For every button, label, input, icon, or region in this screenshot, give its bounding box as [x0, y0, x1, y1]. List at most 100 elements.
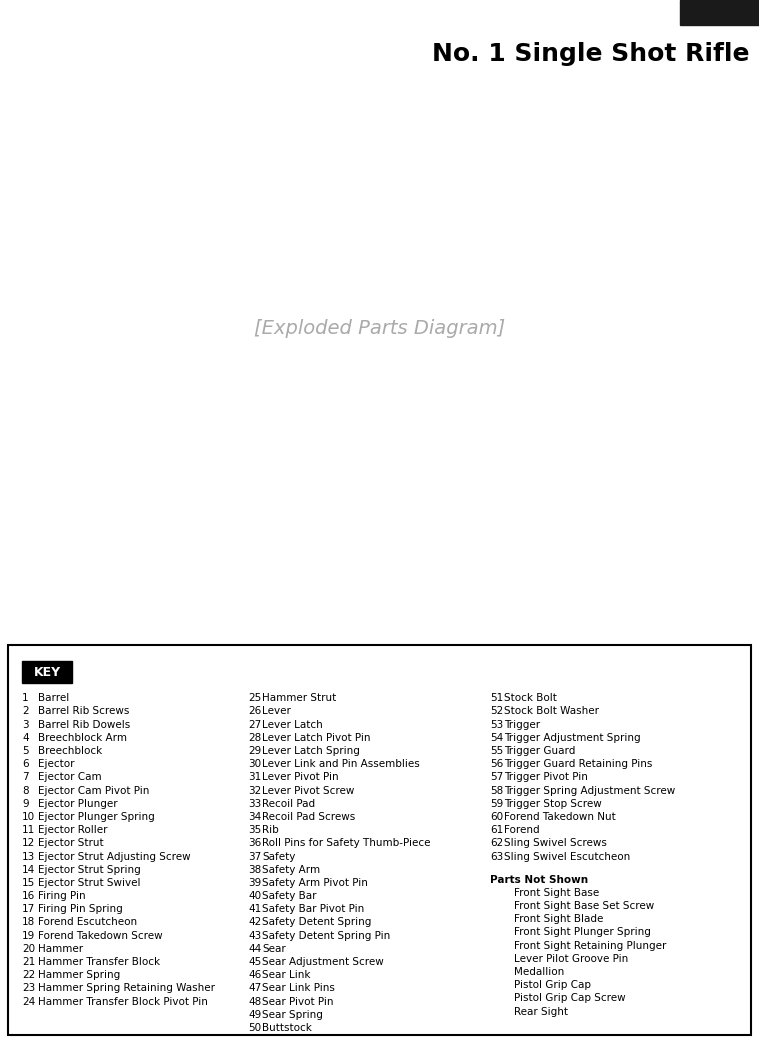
Text: Hammer Transfer Block: Hammer Transfer Block	[38, 957, 160, 967]
Text: Hammer: Hammer	[38, 944, 83, 954]
Text: Breechblock Arm: Breechblock Arm	[38, 733, 127, 743]
Text: 19: 19	[22, 930, 35, 941]
Text: 39: 39	[248, 878, 261, 888]
Text: 26: 26	[248, 706, 261, 717]
Text: 20: 20	[22, 944, 35, 954]
Text: 27: 27	[248, 720, 261, 730]
Text: 59: 59	[490, 799, 503, 808]
Text: Forend Takedown Nut: Forend Takedown Nut	[504, 811, 616, 822]
Text: Trigger Spring Adjustment Screw: Trigger Spring Adjustment Screw	[504, 785, 676, 796]
Text: Front Sight Base: Front Sight Base	[514, 888, 600, 898]
Text: Ejector Strut Swivel: Ejector Strut Swivel	[38, 878, 140, 888]
Text: 48: 48	[248, 997, 261, 1006]
Text: Lever Latch Pivot Pin: Lever Latch Pivot Pin	[262, 733, 370, 743]
Text: 15: 15	[22, 878, 35, 888]
Text: Safety Bar Pivot Pin: Safety Bar Pivot Pin	[262, 904, 364, 915]
Text: 3: 3	[22, 720, 29, 730]
Text: 9: 9	[22, 799, 29, 808]
Text: Front Sight Blade: Front Sight Blade	[514, 915, 603, 924]
Text: Lever Latch: Lever Latch	[262, 720, 323, 730]
Text: Lever: Lever	[262, 706, 291, 717]
Text: Safety Detent Spring: Safety Detent Spring	[262, 918, 371, 927]
Text: Sear: Sear	[262, 944, 285, 954]
Text: 28: 28	[248, 733, 261, 743]
Text: 29: 29	[248, 746, 261, 756]
Text: Sling Swivel Escutcheon: Sling Swivel Escutcheon	[504, 851, 630, 862]
Text: 4: 4	[22, 733, 29, 743]
Text: Hammer Transfer Block Pivot Pin: Hammer Transfer Block Pivot Pin	[38, 997, 208, 1006]
Text: Ejector Strut Adjusting Screw: Ejector Strut Adjusting Screw	[38, 851, 191, 862]
Text: 42: 42	[248, 918, 261, 927]
Text: 52: 52	[490, 706, 503, 717]
Text: Forend Takedown Screw: Forend Takedown Screw	[38, 930, 162, 941]
Text: 24: 24	[22, 997, 35, 1006]
Text: 56: 56	[490, 759, 503, 769]
Text: Ejector Roller: Ejector Roller	[38, 825, 108, 835]
Text: Safety Detent Spring Pin: Safety Detent Spring Pin	[262, 930, 390, 941]
Text: 49: 49	[248, 1010, 261, 1020]
Text: Sear Pivot Pin: Sear Pivot Pin	[262, 997, 333, 1006]
Text: Sling Swivel Screws: Sling Swivel Screws	[504, 839, 607, 848]
Text: 60: 60	[490, 811, 503, 822]
Text: Medallion: Medallion	[514, 967, 564, 977]
Text: Forend: Forend	[504, 825, 540, 835]
Text: 36: 36	[248, 839, 261, 848]
Text: 23: 23	[22, 984, 35, 993]
Text: Rib: Rib	[262, 825, 279, 835]
Text: 8: 8	[22, 785, 29, 796]
Text: 38: 38	[248, 865, 261, 875]
Text: Firing Pin Spring: Firing Pin Spring	[38, 904, 123, 915]
Text: Hammer Spring Retaining Washer: Hammer Spring Retaining Washer	[38, 984, 215, 993]
Text: Trigger Guard: Trigger Guard	[504, 746, 575, 756]
Text: 18: 18	[22, 918, 35, 927]
Text: [Exploded Parts Diagram]: [Exploded Parts Diagram]	[254, 319, 505, 338]
Text: Ejector Cam: Ejector Cam	[38, 773, 102, 782]
Text: 55: 55	[490, 746, 503, 756]
Text: 50: 50	[248, 1023, 261, 1033]
Text: Barrel Rib Dowels: Barrel Rib Dowels	[38, 720, 131, 730]
Text: Safety Bar: Safety Bar	[262, 891, 317, 901]
Text: Ejector: Ejector	[38, 759, 74, 769]
Text: Barrel: Barrel	[38, 694, 69, 703]
Text: 12: 12	[22, 839, 35, 848]
Text: Stock Bolt Washer: Stock Bolt Washer	[504, 706, 599, 717]
Text: 16: 16	[22, 891, 35, 901]
Text: 43: 43	[248, 930, 261, 941]
Text: Stock Bolt: Stock Bolt	[504, 694, 557, 703]
Text: Buttstock: Buttstock	[262, 1023, 312, 1033]
Text: 30: 30	[248, 759, 261, 769]
Text: Lever Latch Spring: Lever Latch Spring	[262, 746, 360, 756]
Text: Lever Pivot Pin: Lever Pivot Pin	[262, 773, 339, 782]
Text: Lever Pilot Groove Pin: Lever Pilot Groove Pin	[514, 954, 628, 964]
Text: Hammer Strut: Hammer Strut	[262, 694, 336, 703]
Text: 44: 44	[248, 944, 261, 954]
Text: 34: 34	[248, 811, 261, 822]
Text: Front Sight Plunger Spring: Front Sight Plunger Spring	[514, 927, 651, 938]
Text: 53: 53	[490, 720, 503, 730]
Text: Ejector Strut Spring: Ejector Strut Spring	[38, 865, 140, 875]
Text: Hammer Spring: Hammer Spring	[38, 970, 120, 980]
Bar	[22, 661, 72, 683]
Text: Trigger: Trigger	[504, 720, 540, 730]
Text: Front Sight Base Set Screw: Front Sight Base Set Screw	[514, 901, 654, 912]
Text: Ejector Plunger Spring: Ejector Plunger Spring	[38, 811, 155, 822]
Text: 1: 1	[22, 694, 29, 703]
Text: 47: 47	[248, 984, 261, 993]
Text: Recoil Pad: Recoil Pad	[262, 799, 315, 808]
Text: Parts Not Shown: Parts Not Shown	[490, 875, 588, 884]
Text: KEY: KEY	[33, 665, 61, 679]
Text: 51: 51	[490, 694, 503, 703]
Text: 21: 21	[22, 957, 35, 967]
Text: 61: 61	[490, 825, 503, 835]
Text: Safety Arm Pivot Pin: Safety Arm Pivot Pin	[262, 878, 368, 888]
Text: Sear Spring: Sear Spring	[262, 1010, 323, 1020]
Text: 2: 2	[22, 706, 29, 717]
Text: 33: 33	[248, 799, 261, 808]
Text: 14: 14	[22, 865, 35, 875]
Text: Sear Link: Sear Link	[262, 970, 310, 980]
Text: 7: 7	[22, 773, 29, 782]
Text: Front Sight Retaining Plunger: Front Sight Retaining Plunger	[514, 941, 666, 950]
Text: Barrel Rib Screws: Barrel Rib Screws	[38, 706, 129, 717]
Text: 57: 57	[490, 773, 503, 782]
Text: 25: 25	[248, 694, 261, 703]
